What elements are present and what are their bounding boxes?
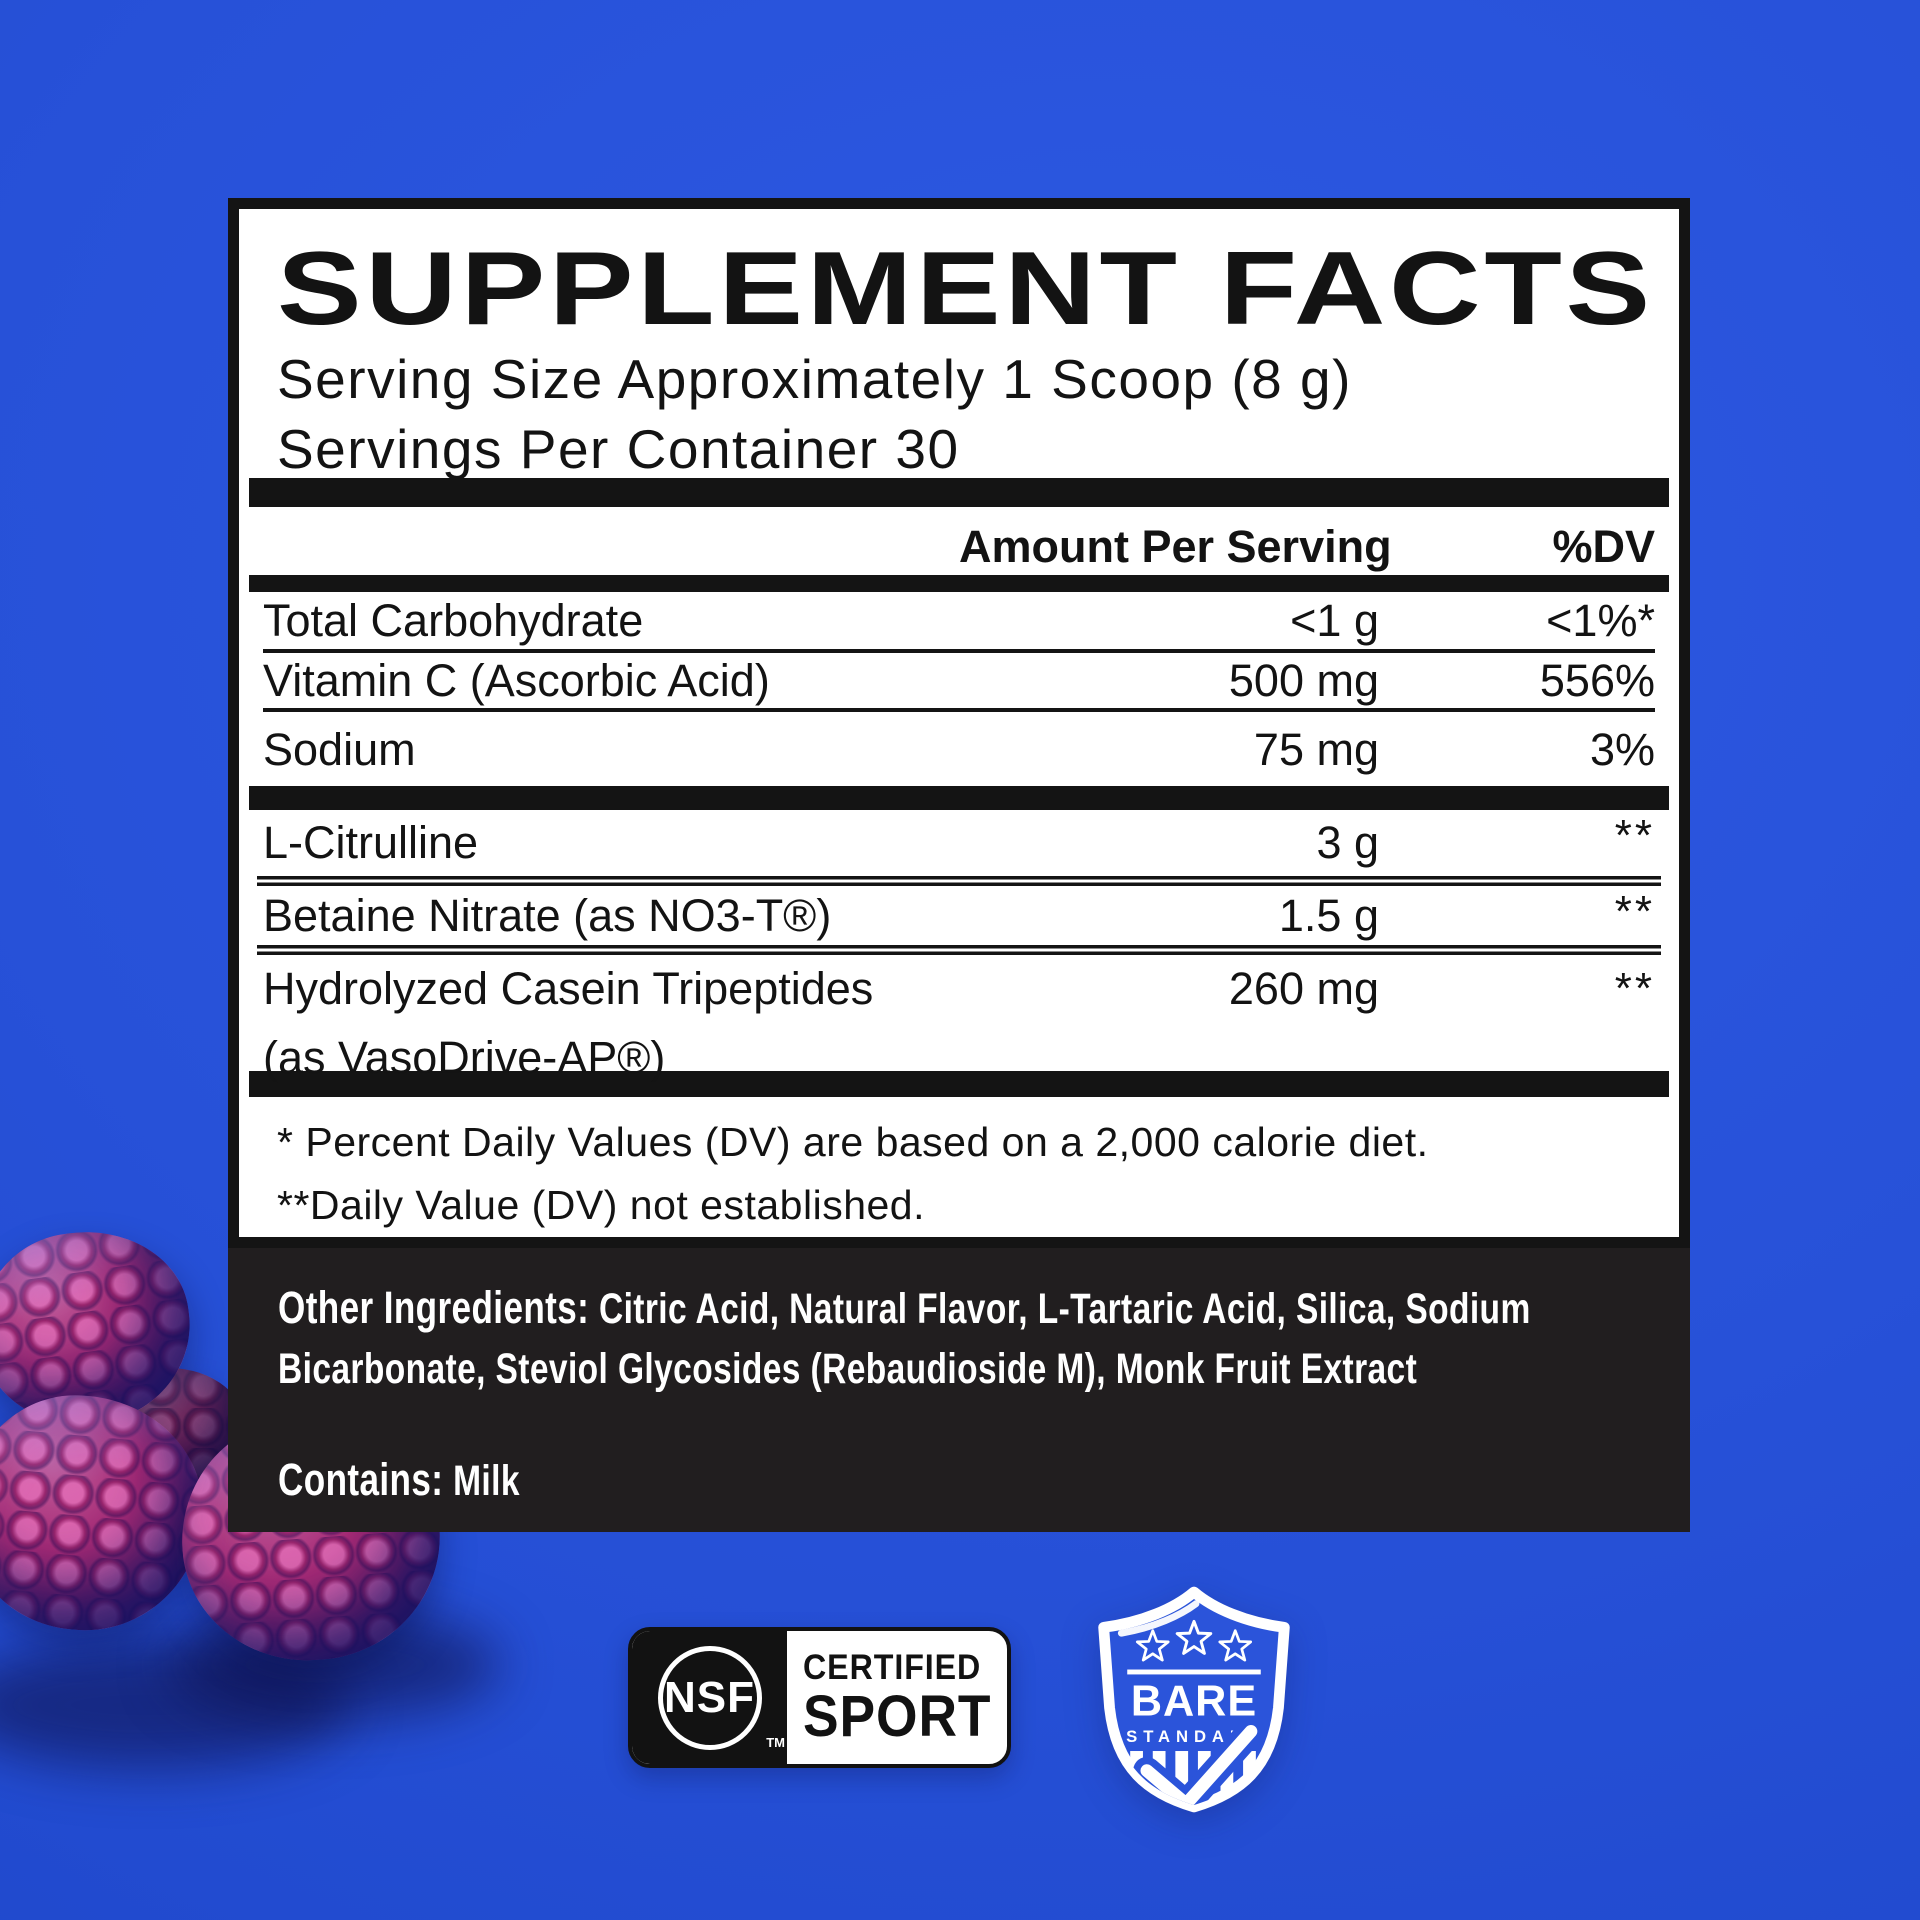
contains-label: Contains:: [278, 1454, 444, 1505]
nutrient-amount: <1 g: [1290, 594, 1379, 646]
nutrient-dv: **: [1614, 887, 1655, 936]
divider-bar: [249, 1071, 1669, 1097]
column-header-amount: Amount Per Serving: [959, 520, 1392, 572]
table-header-row: Amount Per Serving %DV: [263, 518, 1655, 575]
nutrient-amount: 500 mg: [1228, 654, 1379, 706]
other-ingredients-list: Citric Acid, Natural Flavor, L-Tartaric …: [278, 1285, 1531, 1393]
facts-table: Amount Per Serving %DV Total Carbohydrat…: [249, 518, 1669, 1229]
nutrient-dv: <1%*: [1546, 594, 1655, 646]
nutrient-dv: **: [1614, 964, 1655, 1013]
nutrient-dv: **: [1614, 811, 1655, 860]
nutrient-name: Betaine Nitrate (as NO3-T®): [263, 889, 832, 941]
panel-title: SUPPLEMENT FACTS: [277, 231, 1654, 347]
table-row: Sodium 75 mg 3%: [263, 712, 1655, 786]
divider-bar: [249, 786, 1669, 810]
column-header-dv: %DV: [1552, 520, 1655, 572]
nutrient-amount: 1.5 g: [1278, 889, 1379, 941]
footnote-daily-values: * Percent Daily Values (DV) are based on…: [277, 1119, 1429, 1165]
nutrient-dv: 556%: [1539, 654, 1655, 706]
shield-stars-icon: [1135, 1619, 1253, 1662]
nsf-certified-text: CERTIFIED: [803, 1648, 982, 1688]
table-row: Betaine Nitrate (as NO3-T®) 1.5 g **: [263, 886, 1655, 945]
nsf-trademark: TM: [766, 1735, 785, 1750]
nutrient-name: Total Carbohydrate: [263, 594, 644, 646]
table-row: L-Citrulline 3 g **: [263, 810, 1655, 876]
nsf-logo-black-section: NSF TM: [632, 1631, 787, 1764]
bare-standard-shield-badge: BARE STANDARD: [1098, 1586, 1290, 1813]
nutrient-name-line2: (as VasoDrive-AP®): [263, 1032, 666, 1083]
shield-highlight: [1117, 1600, 1200, 1637]
servings-per-container-line: Servings Per Container 30: [277, 418, 960, 480]
nutrient-dv: 3%: [1589, 724, 1655, 775]
table-row: Total Carbohydrate <1 g <1%*: [263, 592, 1655, 653]
bare-text: BARE: [1131, 1678, 1257, 1726]
nutrient-name: L-Citrulline: [263, 817, 479, 868]
nutrient-amount: 3 g: [1316, 817, 1379, 868]
contains-line: Contains: Milk: [278, 1450, 1651, 1511]
divider-bar: [249, 478, 1669, 507]
nsf-acronym: NSF: [664, 1672, 755, 1722]
other-ingredients-box: Other Ingredients: Citric Acid, Natural …: [228, 1248, 1690, 1532]
nutrient-amount: 260 mg: [1228, 963, 1379, 1014]
other-ingredients-label: Other Ingredients:: [278, 1282, 590, 1333]
nsf-certified-sport-badge: NSF TM CERTIFIED SPORT: [628, 1627, 1011, 1768]
table-row: Vitamin C (Ascorbic Acid) 500 mg 556%: [263, 653, 1655, 712]
double-rule: [257, 876, 1661, 886]
nsf-circle-icon: NSF: [657, 1645, 762, 1750]
contains-value: Milk: [453, 1457, 520, 1505]
nutrient-name: Sodium: [263, 724, 416, 775]
other-ingredients-text: Other Ingredients: Citric Acid, Natural …: [278, 1278, 1651, 1399]
nutrient-amount: 75 mg: [1253, 724, 1379, 775]
divider-bar: [249, 575, 1669, 592]
nsf-sport-text: SPORT: [803, 1684, 992, 1750]
nutrient-name: Vitamin C (Ascorbic Acid): [263, 654, 770, 706]
footnote-not-established: **Daily Value (DV) not established.: [277, 1182, 925, 1228]
double-rule: [257, 945, 1661, 955]
table-row: Hydrolyzed Casein Tripeptides (as VasoDr…: [263, 955, 1655, 1083]
nsf-text-section: CERTIFIED SPORT: [787, 1631, 1007, 1764]
shield-divider-line: [1127, 1669, 1261, 1675]
nutrient-name: Hydrolyzed Casein Tripeptides (as VasoDr…: [263, 963, 959, 1084]
supplement-facts-panel: SUPPLEMENT FACTS Serving Size Approximat…: [228, 198, 1690, 1248]
serving-size-line: Serving Size Approximately 1 Scoop (8 g): [277, 348, 1352, 410]
